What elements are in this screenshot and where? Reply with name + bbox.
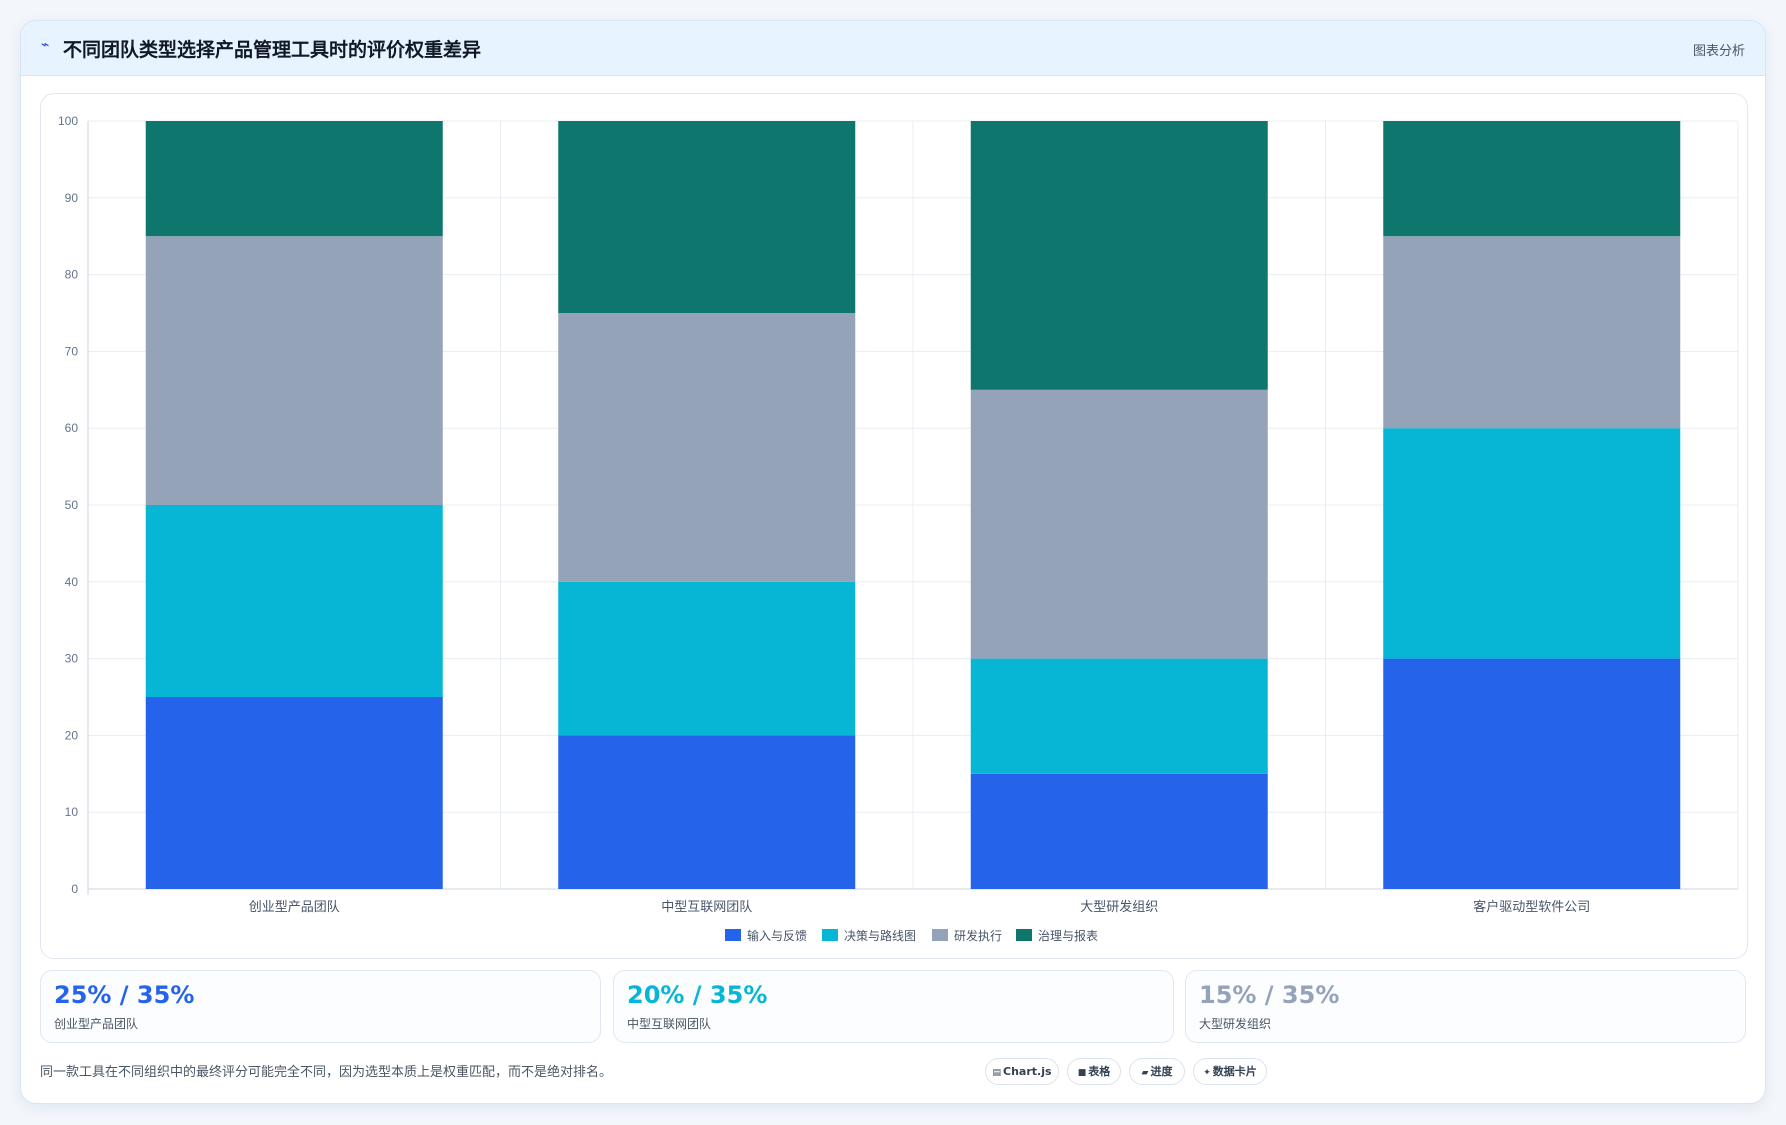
y-tick-label: 100 — [58, 114, 78, 128]
stat-value: 15% / 35% — [1199, 981, 1340, 1009]
chart-icon: ▤ — [992, 1068, 1001, 1078]
bar-segment — [1383, 236, 1681, 429]
bar-segment — [145, 697, 443, 889]
stat-card-startup: 25% / 35% 创业型产品团队 — [40, 970, 601, 1043]
footer-note: 同一款工具在不同组织中的最终评分可能完全不同，因为选型本质上是权重匹配，而不是绝… — [40, 1065, 613, 1080]
progress-icon: ▰ — [1141, 1068, 1149, 1078]
stat-card-midsize: 20% / 35% 中型互联网团队 — [613, 970, 1174, 1043]
chart-card: ⌁ 不同团队类型选择产品管理工具时的评价权重差异 图表分析 0 10 20 30 40 5… — [20, 20, 1766, 1104]
legend-label: 治理与报表 — [1038, 928, 1098, 943]
chartjs-pill[interactable]: ▤ Chart.js — [985, 1058, 1059, 1085]
bar-segment — [145, 121, 443, 237]
y-tick-label: 0 — [71, 882, 78, 896]
y-tick-label: 50 — [65, 498, 79, 512]
table-pill[interactable]: ■ 表格 — [1067, 1058, 1121, 1085]
bar-segment — [1383, 658, 1681, 889]
bar-segment — [970, 389, 1268, 659]
data-card-pill[interactable]: ✦ 数据卡片 — [1193, 1058, 1267, 1085]
y-tick-label: 70 — [65, 344, 79, 358]
legend-label: 决策与路线图 — [844, 928, 916, 943]
bar-segment — [1383, 121, 1681, 237]
y-tick-label: 90 — [65, 191, 79, 205]
x-tick-label: 中型互联网团队 — [661, 900, 752, 915]
pill-label: 进度 — [1150, 1065, 1173, 1078]
x-tick-label: 客户驱动型软件公司 — [1473, 899, 1590, 915]
bar-segment — [1383, 428, 1681, 659]
bar-segment — [970, 773, 1268, 889]
x-tick-label: 创业型产品团队 — [249, 900, 340, 915]
y-tick-label: 80 — [65, 268, 79, 282]
legend-swatch — [822, 929, 838, 941]
legend-swatch — [1016, 929, 1032, 941]
stat-label: 大型研发组织 — [1199, 1017, 1272, 1031]
stat-label: 创业型产品团队 — [54, 1017, 139, 1031]
pill-label: 数据卡片 — [1212, 1065, 1257, 1078]
bar-segment — [970, 658, 1268, 774]
table-icon: ■ — [1077, 1068, 1087, 1078]
chart-analysis-link[interactable]: 图表分析 — [1692, 44, 1745, 59]
y-tick-label: 10 — [65, 805, 79, 819]
card-header: ⌁ 不同团队类型选择产品管理工具时的评价权重差异 图表分析 — [21, 21, 1765, 76]
bar-segment — [145, 505, 443, 697]
trend-icon: ⌁ — [41, 37, 50, 53]
progress-pill[interactable]: ▰ 进度 — [1129, 1058, 1185, 1085]
legend-label: 输入与反馈 — [747, 928, 807, 943]
legend-label: 研发执行 — [954, 928, 1002, 943]
stacked-bar-chart: 0 10 20 30 40 50 60 70 80 90 100 创业型产品团队 中型互联网团队 大型研发… — [58, 114, 1739, 943]
legend-swatch — [725, 929, 741, 941]
legend-swatch — [932, 929, 948, 941]
pill-label: 表格 — [1088, 1065, 1111, 1078]
x-tick-label: 大型研发组织 — [1080, 899, 1158, 915]
stat-card-enterprise: 15% / 35% 大型研发组织 — [1185, 970, 1746, 1043]
stat-value: 20% / 35% — [627, 981, 768, 1009]
bar-segment — [558, 121, 856, 313]
y-tick-label: 20 — [65, 728, 79, 742]
bar-segment — [558, 581, 856, 736]
pill-label: Chart.js — [1003, 1065, 1052, 1078]
bar-segment — [558, 735, 856, 889]
bar-segment — [145, 236, 443, 505]
y-tick-label: 30 — [65, 652, 79, 666]
chart-title: 不同团队类型选择产品管理工具时的评价权重差异 — [63, 39, 482, 61]
y-tick-label: 60 — [65, 421, 79, 435]
bar-segment — [970, 121, 1268, 390]
data-card-icon: ✦ — [1203, 1068, 1211, 1078]
stat-label: 中型互联网团队 — [627, 1017, 712, 1031]
y-tick-label: 40 — [65, 575, 79, 589]
chart-panel: 0 10 20 30 40 50 60 70 80 90 100 创业型产品团队 中型互联网团队 大型研发… — [40, 93, 1748, 959]
stat-value: 25% / 35% — [54, 981, 195, 1009]
bar-segment — [558, 313, 856, 582]
